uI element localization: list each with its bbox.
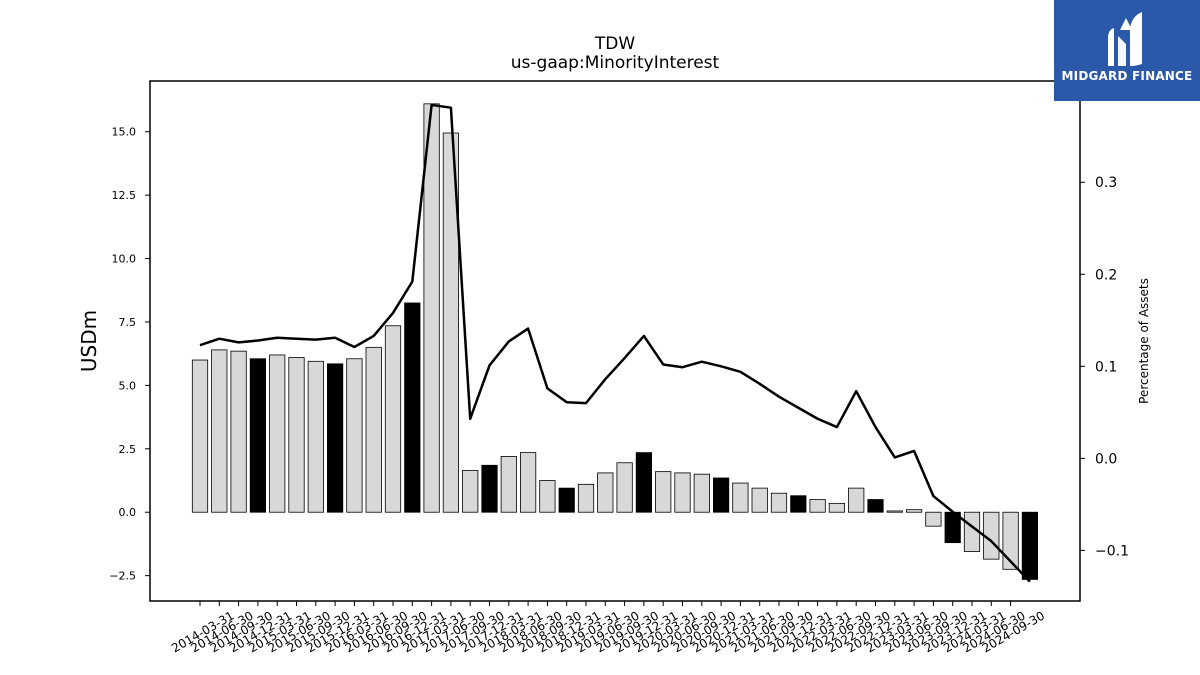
midgard-finance-logo: MIDGARD FINANCE [1054,0,1200,101]
y2-tick-label: 0.3 [1095,175,1117,191]
bar [577,483,595,513]
y-axis-label: USDm [77,310,101,372]
bar [848,487,865,513]
bar [500,456,517,513]
bar [404,302,421,513]
bar [925,511,942,527]
bar [346,358,363,513]
bar [249,358,266,513]
bar [906,509,923,513]
bar [211,349,228,513]
left-axis: −2.5 0.0 2.5 5.0 7.5 10.0 12.5 15.0 [109,126,150,583]
y-tick-label: 2.5 [119,443,137,456]
bar [558,487,575,513]
bar [655,471,672,513]
bar [809,499,826,513]
y-tick-label: 10.0 [112,253,137,266]
y-tick-label: −2.5 [109,570,136,583]
bar [751,487,768,513]
right-axis: −0.1 0.0 0.1 0.2 0.3 [1080,175,1129,559]
bar [828,502,846,513]
line-series [199,103,1031,583]
chart-title: TDW [594,34,635,54]
bar [442,132,460,513]
bar [635,452,653,513]
bar [790,495,807,513]
y2-axis-label: Percentage of Assets [1137,278,1151,404]
bar [365,346,382,513]
bar [1021,511,1039,580]
bar [732,482,749,513]
bar [867,499,884,513]
bar [307,360,324,513]
bar [539,480,556,513]
chart-subtitle: us-gaap:MinorityInterest [511,53,720,73]
y2-tick-label: −0.1 [1095,543,1129,559]
y-tick-label: 5.0 [119,379,137,392]
bar-series [191,103,1039,580]
bar [693,473,710,513]
bar [597,472,614,513]
bar [269,354,286,513]
bar [462,469,479,513]
plot-frame [149,80,1081,602]
bar [288,357,305,513]
y-tick-label: 12.5 [112,189,137,202]
bar [384,325,402,513]
bar [770,492,788,513]
y2-tick-label: 0.0 [1095,451,1117,467]
bar [713,477,730,513]
series-line [199,103,1031,583]
y-tick-label: 7.5 [119,316,137,329]
bar [520,452,537,513]
y-tick-label: 0.0 [119,506,137,519]
y-tick-label: 15.0 [112,126,137,139]
bar [1002,511,1019,570]
logo-text: MIDGARD FINANCE [1061,69,1193,83]
y2-tick-label: 0.1 [1095,359,1117,375]
y2-tick-label: 0.2 [1095,267,1117,283]
bar [326,363,344,513]
bar [191,359,209,513]
bar [674,472,691,513]
x-axis: 2014-03-312014-06-302014-09-302014-12-31… [169,601,1047,655]
logo-mark-icon [1108,12,1142,66]
bar [230,350,247,513]
bar [481,464,498,513]
bar [616,462,633,513]
bar [886,510,903,513]
